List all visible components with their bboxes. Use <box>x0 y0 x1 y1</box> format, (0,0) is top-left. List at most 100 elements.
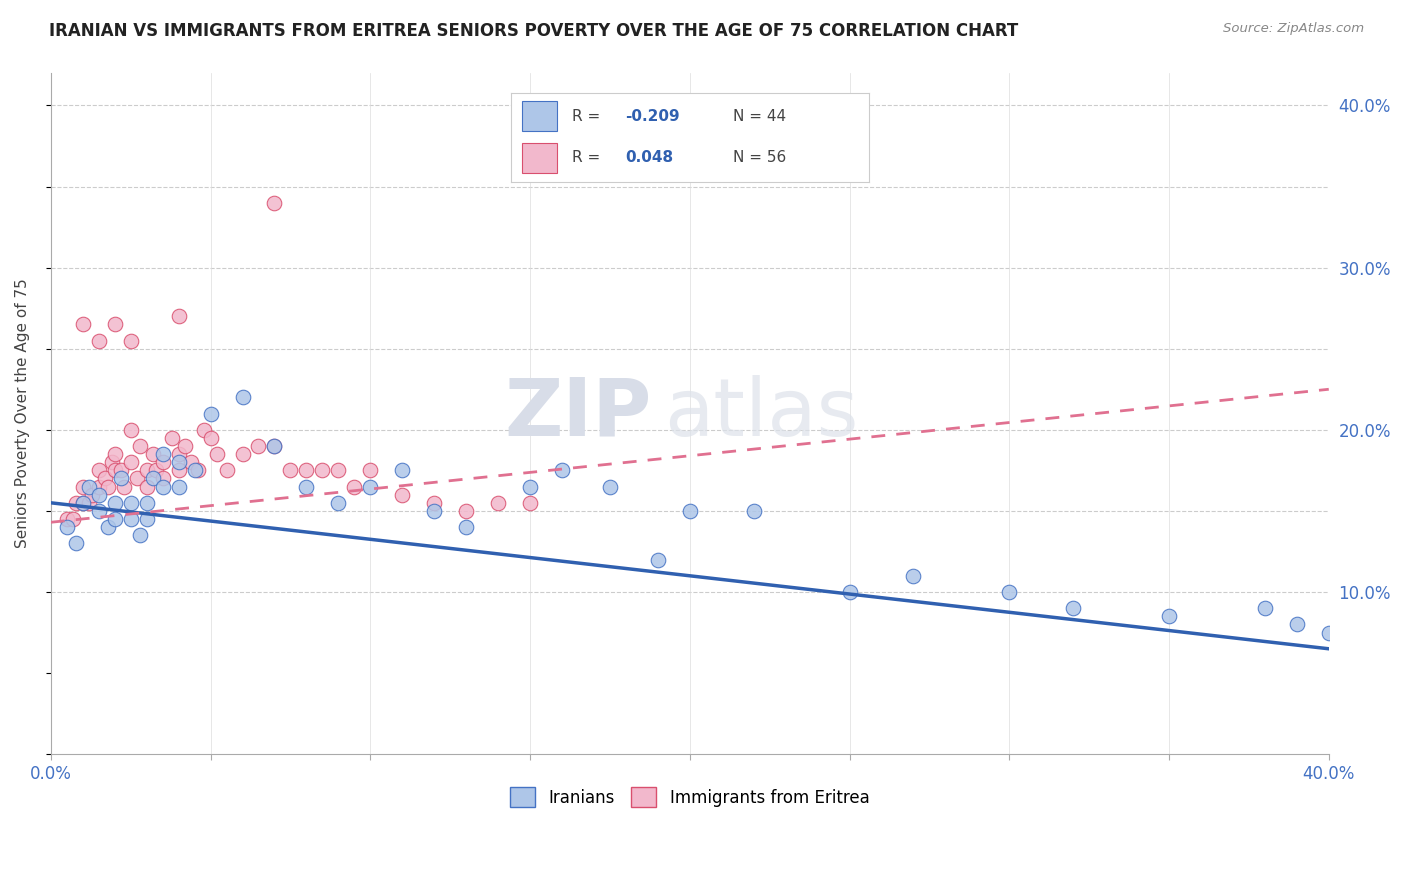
Point <box>328 463 350 477</box>
Point <box>359 479 381 493</box>
Point <box>97 479 120 493</box>
Point <box>142 471 165 485</box>
Point <box>1317 625 1340 640</box>
Point <box>87 463 110 477</box>
Legend: Iranians, Immigrants from Eritrea: Iranians, Immigrants from Eritrea <box>503 780 876 814</box>
Point <box>87 479 110 493</box>
Point <box>100 455 122 469</box>
Point <box>742 504 765 518</box>
Point <box>423 496 446 510</box>
Point <box>231 390 253 404</box>
Point <box>1254 601 1277 615</box>
Point <box>135 463 157 477</box>
Point <box>152 479 174 493</box>
Point <box>263 439 285 453</box>
Point <box>167 455 190 469</box>
Point <box>263 195 285 210</box>
Text: ZIP: ZIP <box>505 375 651 452</box>
Point <box>391 488 413 502</box>
Point <box>167 463 190 477</box>
Point <box>120 455 142 469</box>
Point <box>231 447 253 461</box>
Point <box>65 496 87 510</box>
Point <box>391 463 413 477</box>
Point <box>486 496 509 510</box>
Point <box>97 520 120 534</box>
Text: IRANIAN VS IMMIGRANTS FROM ERITREA SENIORS POVERTY OVER THE AGE OF 75 CORRELATIO: IRANIAN VS IMMIGRANTS FROM ERITREA SENIO… <box>49 22 1018 40</box>
Point <box>215 463 238 477</box>
Point <box>104 447 127 461</box>
Point <box>110 471 132 485</box>
Point <box>903 569 925 583</box>
Point <box>359 463 381 477</box>
Point <box>263 439 285 453</box>
Point <box>120 512 142 526</box>
Point <box>167 447 190 461</box>
Point <box>120 334 142 348</box>
Point <box>72 479 94 493</box>
Point <box>104 496 127 510</box>
Point <box>180 455 202 469</box>
Point <box>328 496 350 510</box>
Point <box>456 504 478 518</box>
Point <box>183 463 205 477</box>
Point <box>519 479 541 493</box>
Text: Source: ZipAtlas.com: Source: ZipAtlas.com <box>1223 22 1364 36</box>
Point <box>77 496 100 510</box>
Point <box>82 488 104 502</box>
Point <box>599 479 621 493</box>
Point <box>295 479 318 493</box>
Point <box>247 439 270 453</box>
Y-axis label: Seniors Poverty Over the Age of 75: Seniors Poverty Over the Age of 75 <box>15 278 30 549</box>
Point <box>77 479 100 493</box>
Point <box>65 536 87 550</box>
Point <box>423 504 446 518</box>
Point <box>1157 609 1180 624</box>
Point <box>152 447 174 461</box>
Point <box>998 585 1021 599</box>
Point <box>112 479 135 493</box>
Point <box>56 520 79 534</box>
Point <box>152 455 174 469</box>
Point <box>174 439 197 453</box>
Point <box>343 479 366 493</box>
Point <box>87 488 110 502</box>
Point <box>72 318 94 332</box>
Point <box>205 447 228 461</box>
Point <box>110 463 132 477</box>
Point <box>129 439 152 453</box>
Point <box>135 512 157 526</box>
Point <box>135 479 157 493</box>
Point <box>104 318 127 332</box>
Point <box>120 496 142 510</box>
Point <box>104 512 127 526</box>
Point <box>311 463 333 477</box>
Point <box>72 496 94 510</box>
Point <box>647 552 669 566</box>
Point <box>679 504 702 518</box>
Point <box>152 471 174 485</box>
Point <box>94 471 117 485</box>
Point <box>104 463 127 477</box>
Point <box>200 431 222 445</box>
Point <box>127 471 149 485</box>
Point <box>62 512 84 526</box>
Point <box>295 463 318 477</box>
Point <box>56 512 79 526</box>
Point <box>87 334 110 348</box>
Point <box>280 463 302 477</box>
Point <box>838 585 860 599</box>
Point <box>200 407 222 421</box>
Point <box>1285 617 1308 632</box>
Point <box>1062 601 1084 615</box>
Point <box>87 504 110 518</box>
Point <box>187 463 209 477</box>
Point <box>519 496 541 510</box>
Text: atlas: atlas <box>664 375 859 452</box>
Point <box>456 520 478 534</box>
Point <box>167 310 190 324</box>
Point <box>142 447 165 461</box>
Point <box>72 496 94 510</box>
Point <box>120 423 142 437</box>
Point <box>162 431 184 445</box>
